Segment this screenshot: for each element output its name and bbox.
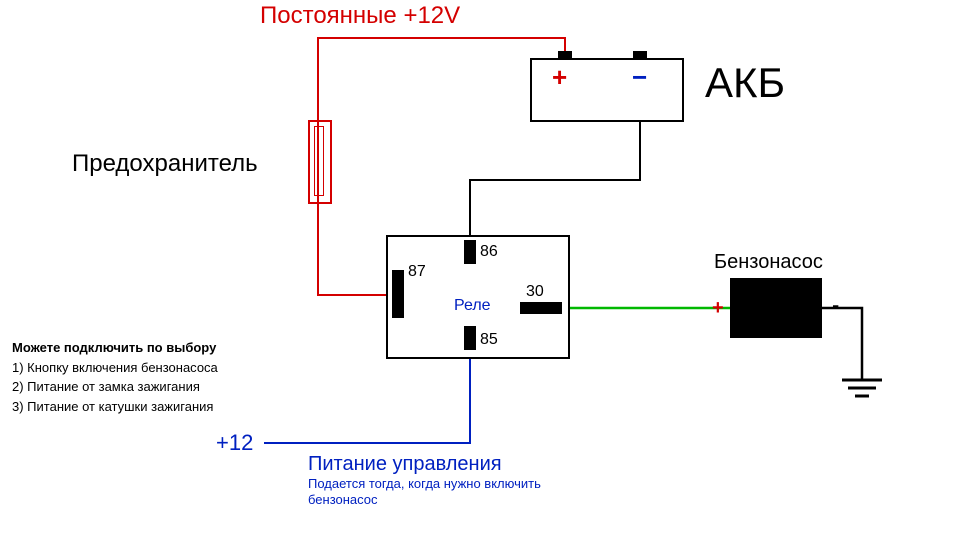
- diagram-canvas: + − АКБ Постоянные +12V Предохранитель Р…: [0, 0, 960, 540]
- note1: 1) Кнопку включения бензонасоса: [12, 358, 218, 378]
- relay-pin-87: [392, 270, 404, 318]
- pin30-label: 30: [526, 282, 544, 301]
- control-label: Питание управления: [308, 452, 502, 476]
- battery-minus-label: −: [632, 62, 647, 93]
- pin87-label: 87: [408, 262, 426, 281]
- pin85-label: 85: [480, 330, 498, 349]
- title-constant-12v: Постоянные +12V: [260, 2, 460, 31]
- relay-pin-30: [520, 302, 562, 314]
- battery-label: АКБ: [705, 58, 785, 108]
- fuse-label: Предохранитель: [72, 150, 258, 179]
- relay-pin-85: [464, 326, 476, 350]
- note-title: Можете подключить по выбору: [12, 338, 218, 358]
- pump-box: [730, 278, 822, 338]
- battery-terminal-plus: [558, 51, 572, 58]
- note2: 2) Питание от замка зажигания: [12, 377, 218, 397]
- plus12-label: +12: [216, 430, 253, 456]
- note3: 3) Питание от катушки зажигания: [12, 397, 218, 417]
- battery-terminal-minus: [633, 51, 647, 58]
- pin86-label: 86: [480, 242, 498, 261]
- pump-plus-label: +: [712, 296, 724, 320]
- battery-plus-label: +: [552, 62, 567, 93]
- fuse-inner: [314, 126, 324, 196]
- relay-pin-86: [464, 240, 476, 264]
- pump-label: Бензонасос: [714, 250, 823, 274]
- control-sub2: бензонасос: [308, 492, 378, 508]
- control-sub1: Подается тогда, когда нужно включить: [308, 476, 541, 492]
- notes-block: Можете подключить по выбору 1) Кнопку вк…: [12, 338, 218, 416]
- relay-label: Реле: [454, 296, 491, 315]
- pump-minus-label: -: [832, 292, 839, 318]
